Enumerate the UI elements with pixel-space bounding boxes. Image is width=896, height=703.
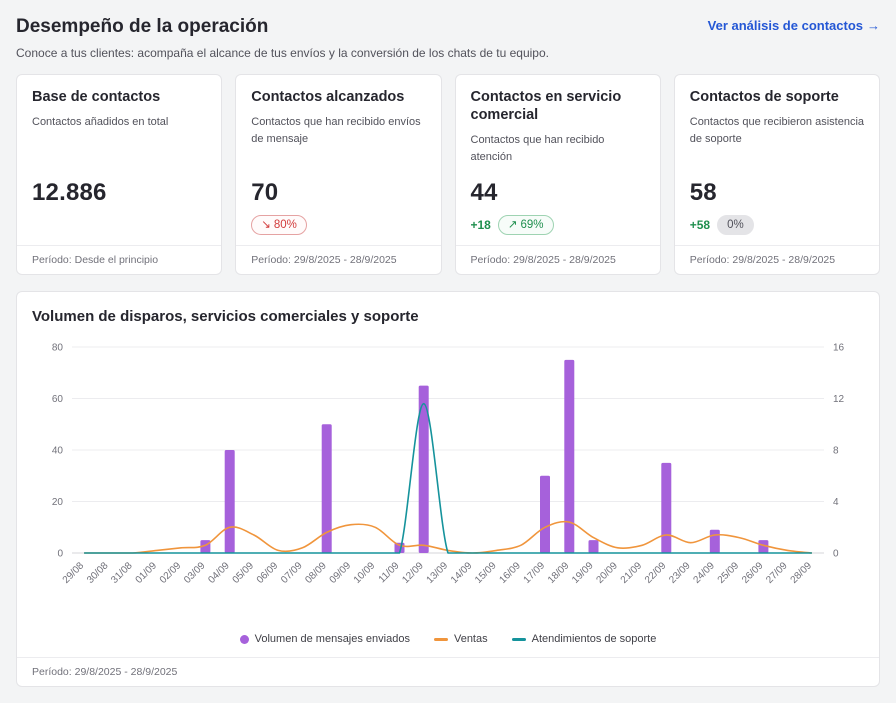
svg-text:13/09: 13/09 [425, 560, 451, 586]
svg-text:28/09: 28/09 [789, 560, 815, 586]
trend-badge-negative: ↘ 80% [251, 214, 307, 236]
stat-card-soporte: Contactos de soporte Contactos que recib… [673, 74, 880, 275]
card-value: 58 [689, 179, 717, 206]
delta-value: +58 [689, 218, 711, 232]
svg-text:25/09: 25/09 [716, 560, 742, 586]
svg-text:0: 0 [57, 549, 63, 560]
card-value: 12.886 [32, 179, 107, 206]
svg-text:31/08: 31/08 [109, 560, 135, 586]
svg-text:03/09: 03/09 [182, 560, 208, 586]
card-value: 70 [251, 179, 279, 206]
svg-text:24/09: 24/09 [691, 560, 717, 586]
stat-card-base-contactos: Base de contactos Contactos añadidos en … [16, 74, 223, 275]
svg-text:17/09: 17/09 [522, 560, 548, 586]
svg-text:21/09: 21/09 [619, 560, 645, 586]
svg-text:26/09: 26/09 [740, 560, 766, 586]
svg-text:07/09: 07/09 [279, 560, 305, 586]
arrow-down-right-icon: ↘ [261, 218, 271, 231]
bar-series-marker-icon [239, 634, 249, 644]
card-period: Período: Desde el principio [17, 245, 222, 274]
svg-text:14/09: 14/09 [449, 560, 475, 586]
card-value: 44 [470, 179, 498, 206]
card-description: Contactos que recibieron asistencia de s… [689, 116, 865, 145]
card-period: Período: 29/8/2025 - 28/9/2025 [455, 245, 660, 274]
page-subtitle: Conoce a tus clientes: acompaña el alcan… [16, 46, 549, 60]
card-period: Período: 29/8/2025 - 28/9/2025 [236, 245, 441, 274]
delta-value: +18 [470, 218, 491, 232]
arrow-up-right-icon: ↗ [507, 218, 518, 231]
card-period: Período: 29/8/2025 - 28/9/2025 [674, 245, 879, 274]
stat-cards-row: Base de contactos Contactos añadidos en … [16, 74, 880, 275]
svg-text:18/09: 18/09 [546, 560, 572, 586]
svg-text:12/09: 12/09 [400, 560, 426, 586]
svg-text:12: 12 [833, 394, 845, 405]
svg-text:27/09: 27/09 [764, 560, 790, 586]
card-description: Contactos añadidos en total [32, 116, 169, 129]
svg-text:10/09: 10/09 [352, 560, 378, 586]
line-series-marker-icon [511, 637, 526, 641]
header-text: Desempeño de la operación Conoce a tus c… [16, 12, 549, 60]
svg-text:20/09: 20/09 [594, 560, 620, 586]
svg-text:11/09: 11/09 [377, 560, 402, 585]
stat-card-servicio-comercial: Contactos en servicio comercial Contacto… [454, 74, 661, 275]
volume-chart-card: Volumen de disparos, servicios comercial… [16, 291, 880, 687]
svg-text:01/09: 01/09 [134, 560, 160, 586]
svg-text:8: 8 [833, 446, 839, 457]
svg-text:08/09: 08/09 [303, 560, 329, 586]
svg-text:30/08: 30/08 [85, 560, 111, 586]
svg-text:16/09: 16/09 [497, 560, 523, 586]
card-title: Base de contactos [32, 89, 161, 105]
card-description: Contactos que han recibido atención [470, 134, 605, 163]
svg-text:4: 4 [833, 497, 839, 508]
svg-text:23/09: 23/09 [667, 560, 693, 586]
svg-text:02/09: 02/09 [158, 560, 184, 586]
chart-legend: Volumen de mensajes enviados Ventas Aten… [32, 633, 864, 657]
legend-item-mensajes[interactable]: Volumen de mensajes enviados [239, 633, 410, 645]
svg-text:80: 80 [52, 343, 64, 354]
svg-text:09/09: 09/09 [328, 560, 354, 586]
combo-chart: 0 20 40 60 80 0 4 8 12 16 29/0830/0831/0801/0902/0… [52, 343, 845, 586]
contacts-analysis-link[interactable]: Ver análisis de contactos → [707, 18, 880, 33]
svg-text:29/08: 29/08 [61, 560, 87, 586]
svg-text:60: 60 [52, 394, 64, 405]
stat-card-contactos-alcanzados: Contactos alcanzados Contactos que han r… [235, 74, 442, 275]
chart-period: Período: 29/8/2025 - 28/9/2025 [17, 657, 879, 686]
line-series-marker-icon [433, 637, 448, 641]
page-title: Desempeño de la operación [16, 16, 269, 37]
legend-item-ventas[interactable]: Ventas [433, 633, 488, 645]
trend-badge-positive: ↗ 69% [497, 214, 554, 236]
svg-text:19/09: 19/09 [570, 560, 596, 586]
svg-text:16: 16 [833, 343, 845, 354]
trend-badge-neutral: 0% [717, 214, 754, 236]
svg-text:40: 40 [52, 446, 64, 457]
svg-text:22/09: 22/09 [643, 560, 669, 586]
legend-item-soporte[interactable]: Atendimientos de soporte [511, 633, 656, 645]
page-header: Desempeño de la operación Conoce a tus c… [16, 12, 880, 60]
svg-text:05/09: 05/09 [231, 560, 257, 586]
svg-text:15/09: 15/09 [473, 560, 499, 586]
card-title: Contactos de soporte [689, 89, 839, 105]
svg-text:0: 0 [833, 549, 839, 560]
svg-text:20: 20 [52, 497, 64, 508]
card-title: Contactos en servicio comercial [470, 89, 622, 124]
card-description: Contactos que han recibido envíos de men… [251, 116, 421, 145]
card-title: Contactos alcanzados [251, 89, 405, 105]
svg-text:04/09: 04/09 [206, 560, 232, 586]
chart-title: Volumen de disparos, servicios comercial… [32, 308, 419, 325]
svg-text:06/09: 06/09 [255, 560, 281, 586]
arrow-right-icon: → [867, 18, 880, 33]
